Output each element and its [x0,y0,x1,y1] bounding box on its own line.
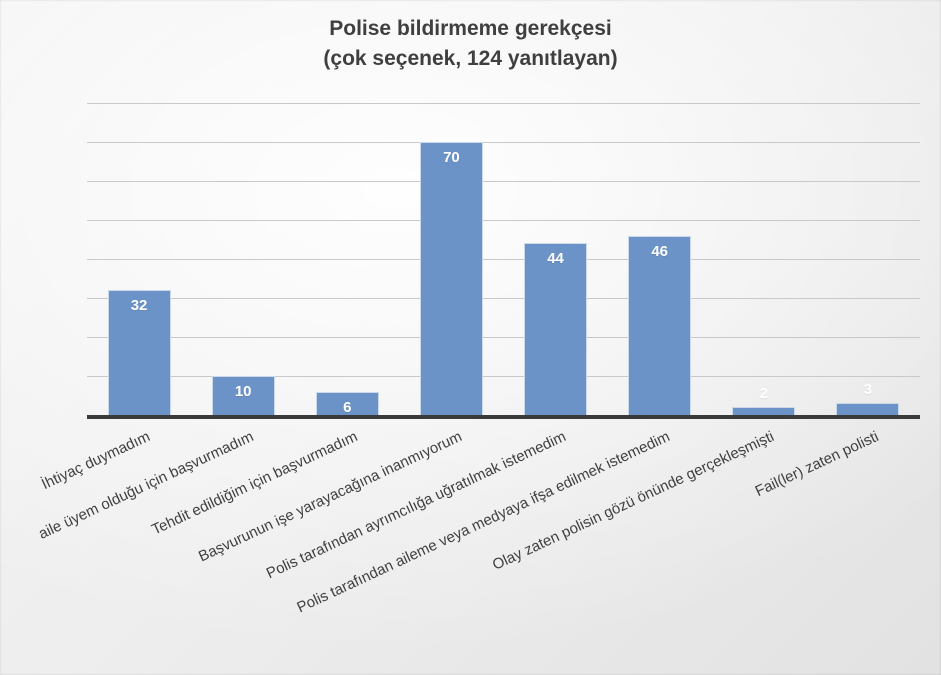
bar-value-label: 46 [651,242,669,260]
category-axis-labels: İhtiyaç duymadım aile üyem olduğu için ba… [36,428,920,668]
bar [524,243,588,415]
bar [107,290,171,415]
bar [315,391,379,415]
gridline [87,376,920,377]
gridline [87,298,920,299]
category-label: Polis tarafından aileme veya medyaya ifş… [294,428,673,617]
gridline [87,259,920,260]
chart-title-block: Polise bildirmeme gerekçesi (çok seçenek… [0,14,941,74]
bar-value-label: 2 [759,385,768,403]
bar [628,235,692,415]
gridline [87,337,920,338]
chart-subtitle: (çok seçenek, 124 yanıtlayan) [323,47,618,70]
gridline [87,103,920,104]
x-axis-line [87,415,920,419]
plot-area: 32 10 6 70 44 46 2 3 [87,103,920,419]
bar [732,407,796,415]
bar-value-label: 70 [443,149,460,166]
bar-value-label: 10 [234,383,252,400]
gridline [87,142,920,143]
bar [211,376,275,415]
chart-title: Polise bildirmeme gerekçesi [329,17,612,40]
bar-value-label: 44 [547,250,564,268]
bar-value-label: 32 [130,297,148,315]
bar [836,403,900,415]
gridline [87,220,920,221]
bar-value-label: 3 [863,381,873,399]
gridline [87,181,920,182]
bar-value-label: 6 [343,398,352,416]
bar [419,142,483,415]
